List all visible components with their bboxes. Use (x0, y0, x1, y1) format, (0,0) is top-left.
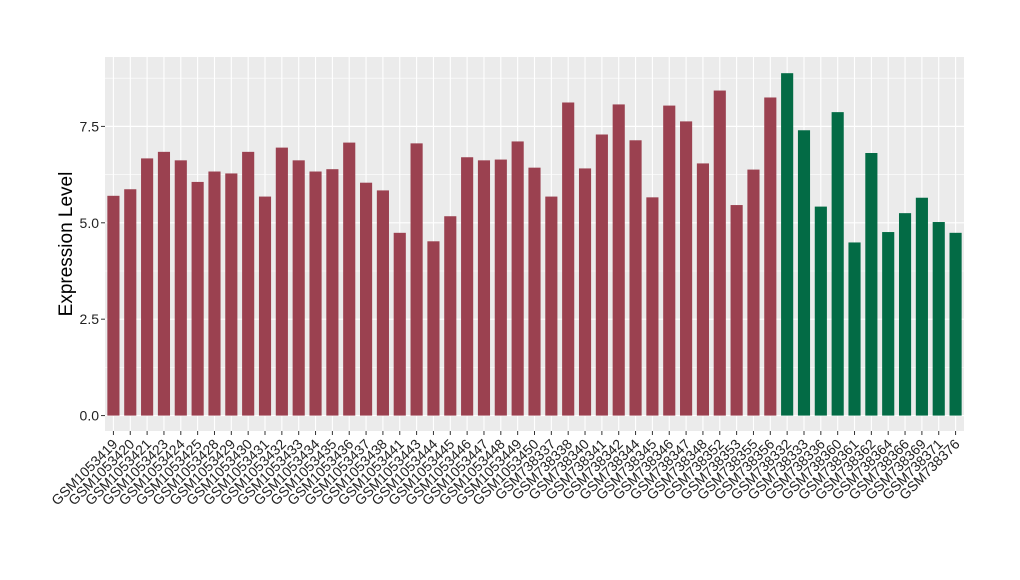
y-axis-tick-label: 7.5 (80, 118, 100, 134)
bar-GSM1053420 (124, 189, 137, 416)
bar-GSM1053450 (528, 167, 541, 416)
y-axis-ticks (101, 125, 105, 417)
y-axis-tick-label: 0.0 (80, 408, 100, 424)
bar-GSM1053419 (107, 195, 120, 416)
bar-GSM1053443 (410, 143, 423, 416)
bar-GSM1053429 (225, 173, 238, 416)
bar-GSM738338 (562, 102, 575, 416)
bar-GSM738362 (865, 153, 878, 416)
bar-GSM1053435 (326, 169, 339, 416)
bar-GSM738353 (730, 205, 743, 416)
bar-GSM738340 (578, 168, 592, 416)
y-axis-tick-label: 5.0 (80, 215, 100, 231)
bar-GSM738356 (764, 97, 777, 416)
bar-GSM738371 (932, 222, 945, 416)
bar-GSM738366 (898, 213, 912, 416)
bar-GSM738376 (949, 232, 962, 416)
bar-GSM1053421 (141, 158, 154, 416)
bar-GSM738346 (663, 105, 676, 416)
bar-GSM738336 (814, 206, 827, 416)
bar-GSM738347 (680, 121, 693, 416)
bar-GSM738355 (747, 169, 760, 416)
bar-GSM1053446 (461, 157, 474, 416)
bar-GSM738352 (713, 90, 726, 416)
bar-GSM1053423 (157, 151, 171, 416)
bar-GSM738361 (848, 242, 861, 416)
bar-GSM738344 (629, 140, 642, 416)
bar-GSM1053441 (393, 232, 406, 416)
bar-GSM1053449 (511, 141, 524, 416)
bar-GSM738332 (781, 73, 794, 416)
bar-GSM1053444 (427, 241, 440, 416)
bar-GSM1053430 (242, 151, 255, 416)
bar-GSM1053434 (309, 171, 322, 416)
bar-GSM1053425 (191, 181, 204, 416)
x-axis-ticks (112, 431, 957, 435)
bar-GSM1053437 (360, 182, 373, 416)
bar-GSM1053428 (208, 171, 221, 416)
bar-GSM738342 (612, 104, 625, 416)
bar-GSM1053448 (494, 159, 507, 416)
bars (107, 73, 962, 416)
bar-GSM1053424 (174, 160, 187, 416)
bar-GSM1053431 (258, 196, 272, 416)
y-axis-title: Expression Level (56, 172, 77, 317)
bar-GSM1053432 (275, 147, 288, 416)
bar-GSM1053447 (477, 160, 491, 416)
bar-GSM738360 (831, 112, 844, 416)
bar-GSM1053445 (444, 216, 457, 416)
bar-GSM738345 (646, 197, 659, 416)
x-axis-tick-labels: GSM1053419GSM1053420GSM1053421GSM1053423… (48, 436, 963, 509)
bar-GSM738341 (595, 134, 608, 416)
bar-GSM1053433 (292, 160, 305, 416)
bar-GSM1053436 (343, 142, 356, 416)
bar-GSM1053438 (376, 190, 389, 416)
y-axis-tick-label: 2.5 (80, 311, 100, 327)
bar-GSM738364 (882, 232, 895, 416)
bar-GSM738333 (797, 130, 811, 416)
y-axis-tick-labels: 0.0 2.5 5.0 7.5 (80, 118, 100, 423)
bar-GSM738369 (915, 197, 928, 416)
bar-GSM738337 (545, 196, 558, 416)
bar-GSM738348 (696, 163, 709, 416)
